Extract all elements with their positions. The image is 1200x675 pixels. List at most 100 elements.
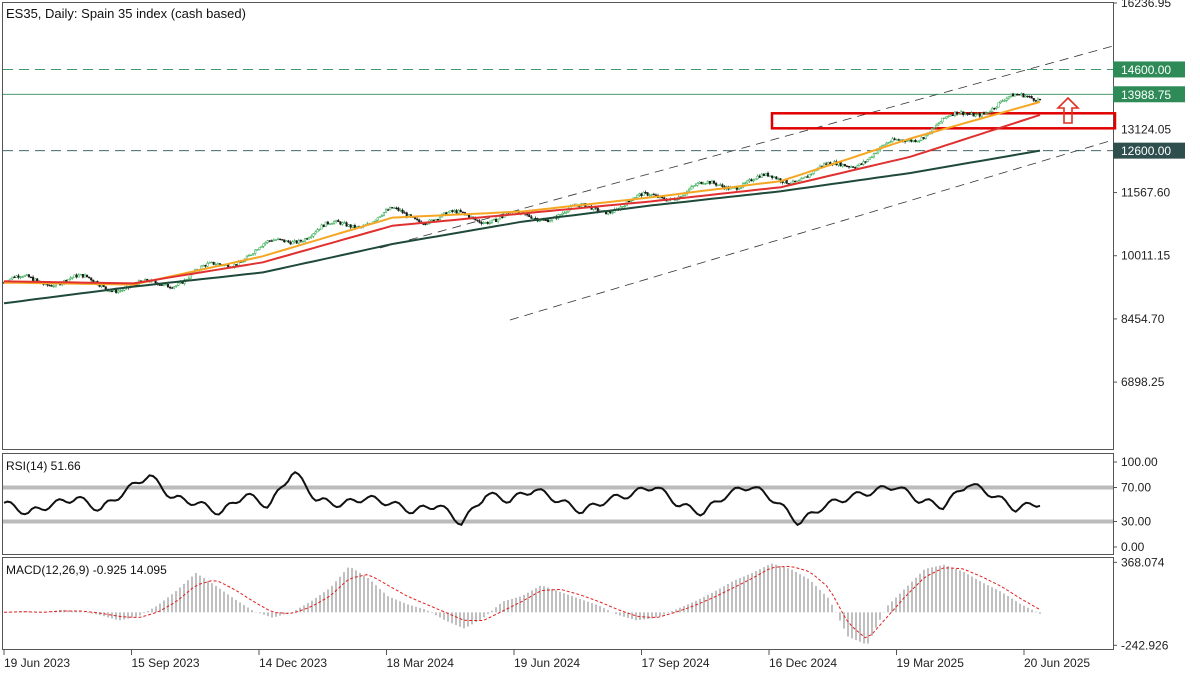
- candle-body: [758, 175, 761, 178]
- candle-body: [1038, 98, 1042, 101]
- candle-body: [895, 139, 898, 141]
- candle-body: [943, 117, 946, 120]
- candle-body: [748, 179, 751, 182]
- candle-body: [964, 113, 967, 115]
- candle-body: [121, 290, 124, 292]
- candle-body: [25, 274, 28, 276]
- price-tick-label: 11567.60: [1121, 186, 1170, 200]
- candle-body: [279, 238, 282, 240]
- candle-body: [739, 186, 743, 189]
- candle-body: [544, 219, 547, 221]
- candle-body: [293, 240, 296, 242]
- candle-body: [102, 284, 105, 287]
- candle-body: [694, 184, 697, 187]
- macd-label: MACD(12,26,9) -0.925 14.095: [6, 563, 167, 577]
- candle-body: [270, 240, 273, 242]
- candle-body: [721, 184, 724, 187]
- candle-body: [52, 285, 55, 288]
- candle-body: [214, 263, 217, 266]
- candle-body: [349, 224, 352, 228]
- macd-tick-label: -242.926: [1121, 638, 1169, 652]
- candle-body: [29, 276, 33, 279]
- candle-body: [268, 240, 271, 242]
- candle-body: [933, 127, 936, 129]
- candle-body: [804, 176, 807, 179]
- candle-body: [810, 173, 813, 175]
- candle-body: [690, 186, 693, 190]
- candle-body: [438, 216, 442, 220]
- candle-body: [864, 161, 867, 163]
- candle-body: [565, 211, 568, 214]
- candle-body: [538, 220, 541, 222]
- candle-body: [991, 107, 994, 112]
- x-tick-label: 20 Jun 2025: [1024, 656, 1090, 670]
- candle-body: [277, 238, 280, 241]
- candle-body: [497, 218, 500, 222]
- candle-body: [854, 167, 857, 169]
- candle-body: [436, 218, 439, 221]
- candle-body: [530, 216, 533, 219]
- candle-body: [769, 175, 772, 177]
- candle-body: [258, 247, 261, 250]
- candle-body: [175, 285, 178, 287]
- up-arrow-icon: [1056, 96, 1080, 124]
- candle-body: [756, 175, 759, 180]
- level-label: 14600.00: [1121, 63, 1171, 77]
- candle-body: [387, 209, 390, 211]
- candle-body: [210, 261, 213, 264]
- candle-body: [945, 116, 948, 119]
- candle-body: [449, 210, 452, 213]
- candle-body: [48, 284, 51, 287]
- candle-body: [285, 240, 288, 243]
- candle-body: [980, 112, 983, 117]
- candle-body: [650, 193, 653, 196]
- moving-average-line: [3, 113, 1041, 285]
- candle-body: [771, 175, 774, 179]
- price-tick-label: 16236.95: [1121, 0, 1171, 10]
- candle-body: [984, 112, 988, 114]
- candle-body: [169, 286, 172, 289]
- candle-body: [401, 209, 404, 213]
- candle-body: [847, 166, 851, 168]
- candle-body: [21, 276, 24, 278]
- candle-body: [333, 221, 336, 224]
- candle-body: [418, 219, 421, 223]
- candle-body: [36, 278, 39, 282]
- candle-body: [715, 183, 718, 186]
- x-tick-label: 15 Sep 2023: [132, 656, 200, 670]
- candle-body: [877, 149, 880, 154]
- level-label-box: [1113, 61, 1185, 78]
- candle-body: [681, 195, 684, 198]
- candle-body: [391, 207, 394, 209]
- candle-body: [762, 173, 765, 176]
- candle-body: [629, 200, 633, 202]
- candle-body: [953, 111, 956, 116]
- candle-body: [850, 166, 853, 168]
- candle-body: [706, 180, 709, 184]
- candle-body: [206, 262, 209, 267]
- candle-body: [951, 114, 954, 117]
- candle-body: [995, 106, 998, 109]
- candle-body: [947, 115, 950, 118]
- candle-body: [281, 239, 284, 241]
- candle-body: [314, 231, 317, 234]
- candle-body: [384, 209, 388, 213]
- candle-body: [999, 100, 1002, 103]
- candle-body: [330, 223, 334, 225]
- candle-body: [235, 264, 238, 266]
- candle-body: [92, 279, 95, 282]
- candle-body: [289, 241, 292, 245]
- candle-body: [345, 222, 348, 227]
- candle-body: [912, 139, 915, 142]
- candle-body: [490, 219, 493, 223]
- x-tick-label: 18 Mar 2024: [387, 656, 455, 670]
- chart-title: ES35, Daily: Spain 35 index (cash based): [6, 6, 246, 21]
- candle-body: [702, 183, 705, 185]
- candle-body: [719, 184, 722, 186]
- candle-body: [326, 221, 329, 225]
- candle-body: [825, 163, 828, 165]
- candle-body: [71, 276, 74, 279]
- candle-body: [546, 219, 550, 223]
- candle-body: [773, 176, 776, 179]
